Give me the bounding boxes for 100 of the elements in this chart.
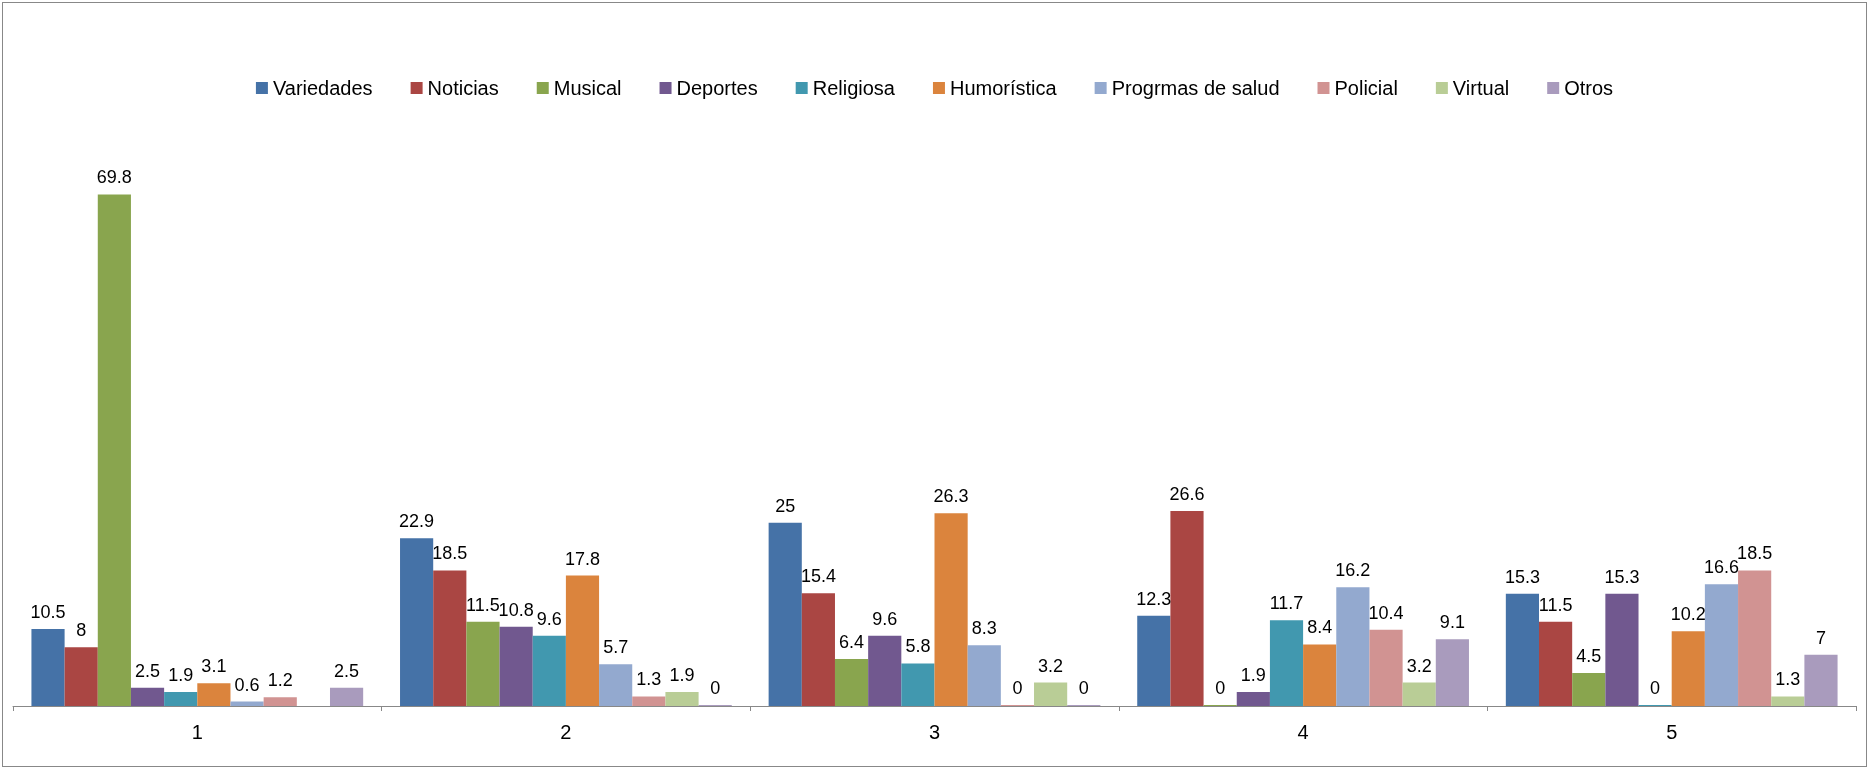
data-label: 3.2 (1406, 655, 1432, 676)
data-label: 8.3 (971, 618, 997, 639)
bar (1671, 631, 1705, 706)
bar (1336, 587, 1370, 706)
data-label: 3.1 (201, 656, 227, 677)
bar (64, 647, 98, 706)
data-label: 11.7 (1269, 593, 1304, 614)
bar (499, 626, 533, 706)
bar (1704, 584, 1739, 706)
data-label: 25 (775, 495, 796, 516)
data-label: 10.4 (1368, 602, 1404, 623)
data-label: 8.4 (1307, 617, 1333, 638)
data-label: 0 (1012, 678, 1023, 698)
data-label: 26.3 (933, 486, 969, 507)
data-label: 4.5 (1576, 646, 1602, 667)
bar (967, 645, 1001, 706)
data-label: 16.6 (1703, 557, 1739, 578)
data-label: 0 (1215, 678, 1226, 698)
legend-label: Musical (553, 77, 622, 99)
bar (263, 697, 297, 706)
bar (599, 664, 633, 706)
bar (1572, 673, 1606, 706)
bar (466, 621, 500, 706)
data-label: 1.9 (1240, 665, 1266, 686)
bar (433, 570, 467, 706)
data-label: 15.3 (1604, 566, 1640, 587)
data-label: 0 (1078, 678, 1089, 698)
data-label: 69.8 (96, 167, 132, 188)
bar (834, 659, 869, 706)
data-label: 1.3 (636, 669, 662, 690)
bar (330, 687, 364, 706)
bar (1236, 692, 1270, 706)
bar (1738, 570, 1772, 706)
legend-label: Noticias (427, 77, 499, 99)
data-label: 1.9 (168, 665, 194, 686)
data-label: 26.6 (1169, 484, 1205, 505)
bar (197, 683, 231, 706)
bar (1137, 615, 1171, 706)
x-tick-label: 3 (928, 721, 941, 743)
bar (934, 513, 968, 706)
data-label: 17.8 (564, 548, 601, 569)
data-label: 7 (1815, 627, 1826, 648)
data-label: 9.6 (536, 608, 562, 629)
bar (665, 692, 699, 706)
data-label: 22.9 (399, 511, 435, 532)
data-label: 15.4 (800, 566, 836, 587)
bar (801, 593, 835, 706)
x-tick-label: 5 (1666, 721, 1678, 743)
x-tick-label: 4 (1297, 721, 1309, 743)
bar (632, 696, 666, 706)
bar (901, 663, 935, 706)
bar (768, 522, 802, 706)
legend-label: Virtual (1452, 77, 1510, 99)
data-label: 2.5 (334, 660, 360, 681)
data-label: 10.5 (30, 602, 66, 623)
data-label: 11.5 (1538, 594, 1573, 615)
data-label: 10.8 (498, 599, 534, 620)
bar (1539, 621, 1573, 706)
data-label: 10.2 (1670, 604, 1706, 625)
data-label: 5.8 (905, 636, 931, 657)
data-label: 5.7 (603, 637, 629, 658)
bar (400, 538, 434, 706)
bar (1170, 511, 1204, 706)
legend-label: Religiosa (812, 77, 896, 99)
legend-label: Policial (1334, 77, 1398, 99)
x-tick-label: 2 (560, 721, 572, 743)
bar (1771, 696, 1805, 706)
data-label: 16.2 (1335, 560, 1371, 581)
data-label: 6.4 (839, 632, 865, 653)
data-label: 8 (76, 620, 87, 641)
data-label: 1.9 (669, 665, 695, 686)
legend-label: Progrmas de salud (1111, 77, 1280, 99)
x-tick-label: 1 (191, 721, 203, 743)
data-label: 0.6 (234, 674, 260, 695)
bar (1505, 593, 1539, 706)
data-label: 3.2 (1038, 655, 1064, 676)
data-label: 0 (710, 678, 721, 698)
data-label: 1.3 (1775, 669, 1801, 690)
legend-label: Otros (1564, 77, 1614, 99)
bar (532, 635, 566, 706)
bar (565, 575, 600, 706)
data-label: 2.5 (135, 660, 161, 681)
bar (31, 629, 65, 706)
legend-label: Variedades (272, 77, 373, 99)
bar (868, 635, 902, 706)
data-label: 15.3 (1504, 566, 1540, 587)
data-label: 18.5 (1737, 543, 1773, 564)
bar (1034, 682, 1068, 706)
data-label: 1.2 (267, 670, 293, 691)
bar (1605, 593, 1639, 706)
bar (97, 194, 131, 706)
legend-label: Humorística (949, 77, 1058, 99)
bar (130, 687, 165, 706)
data-label: 9.1 (1439, 612, 1465, 633)
bar (1804, 654, 1838, 706)
bar (1269, 620, 1304, 706)
data-label: 11.5 (466, 594, 500, 615)
legend-label: Deportes (676, 77, 758, 99)
bar (164, 692, 198, 706)
data-label: 18.5 (432, 543, 468, 564)
